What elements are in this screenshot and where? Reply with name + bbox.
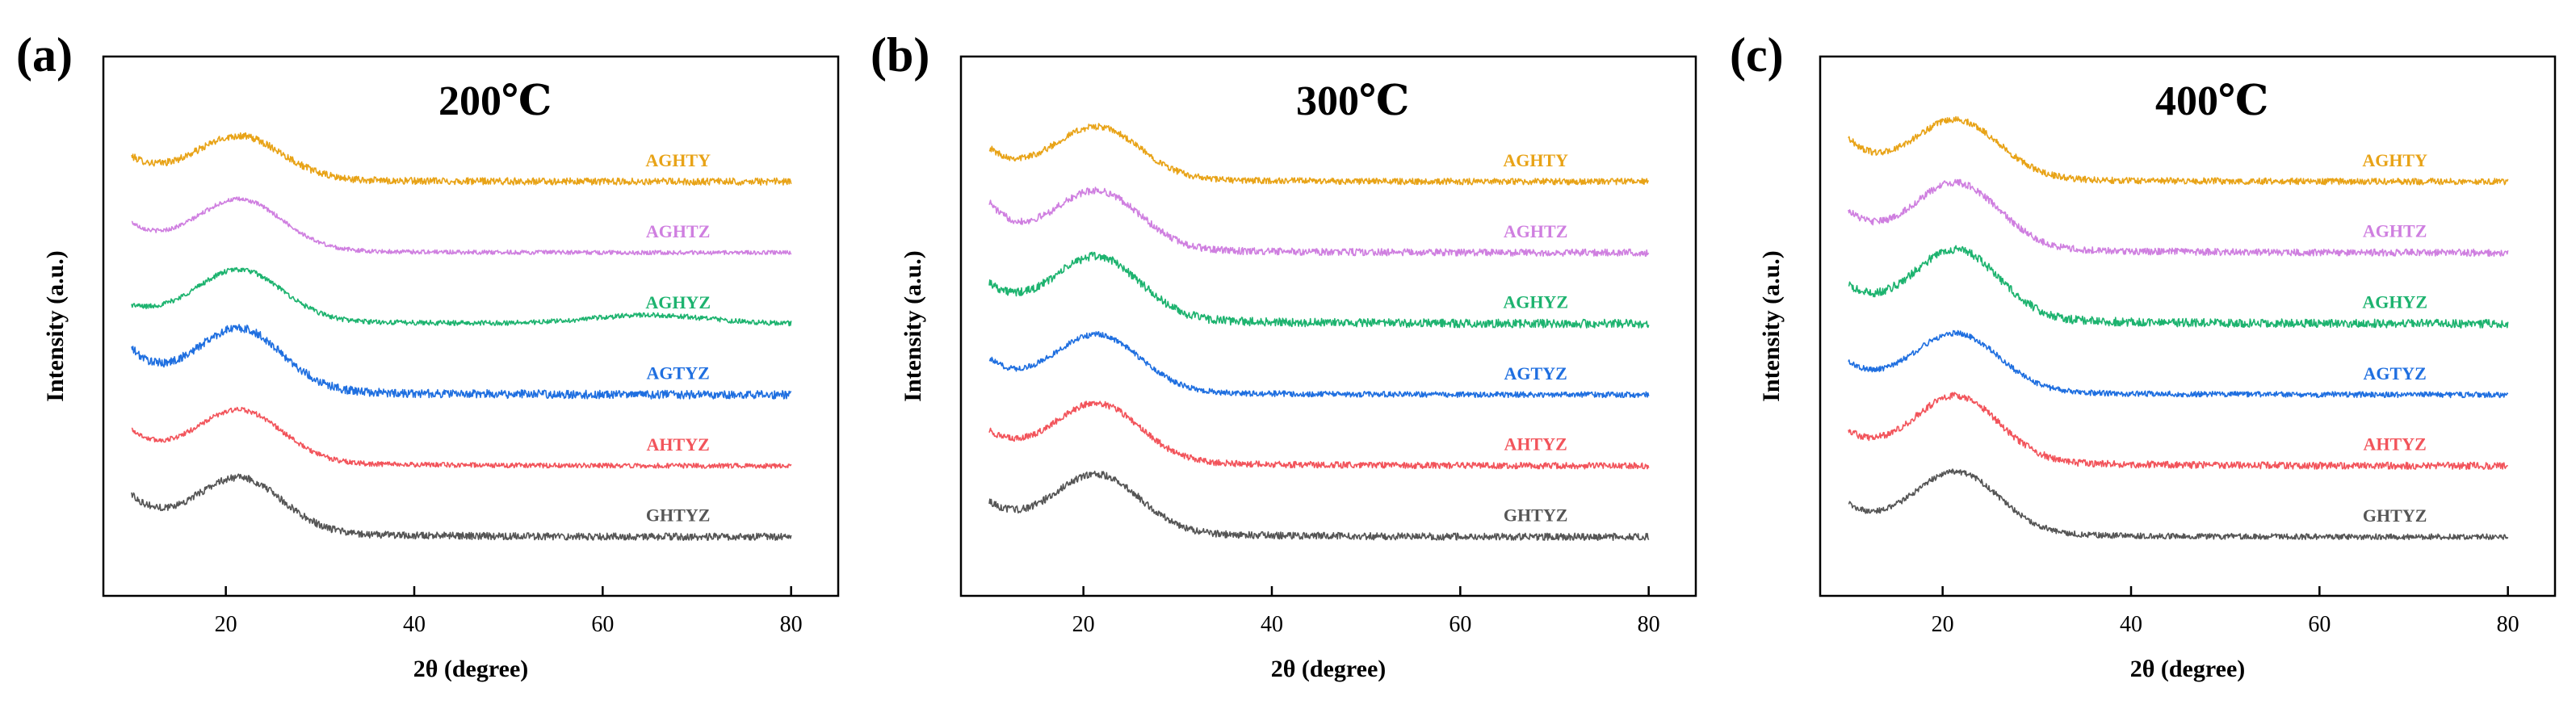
series-label-agtyz: AGTYZ <box>2364 363 2427 384</box>
series-label-aghty: AGHTY <box>2362 150 2427 170</box>
temperature-title: 400℃ <box>2155 78 2268 124</box>
series-label-aghty: AGHTY <box>645 150 711 170</box>
series-label-agtyz: AGTYZ <box>647 363 710 384</box>
x-tick-label: 80 <box>2497 612 2519 637</box>
xrd-trace-ghtyz <box>988 470 1650 541</box>
y-axis-label: Intensity (a.u.) <box>42 250 69 402</box>
xrd-trace-ahtyz <box>131 406 792 469</box>
series-label-aghtz: AGHTZ <box>646 221 710 241</box>
x-axis-label: 2θ (degree) <box>413 656 529 682</box>
x-tick-label: 80 <box>780 612 803 637</box>
series-label-ghtyz: GHTYZ <box>1504 505 1567 526</box>
plot-frame <box>102 55 840 597</box>
xrd-trace-aghyz <box>988 251 1650 329</box>
plot-frame <box>1819 55 2557 597</box>
x-tick-label: 20 <box>215 612 237 637</box>
panel-letter: (a) <box>16 28 73 82</box>
x-tick-label: 80 <box>1638 612 1660 637</box>
xrd-trace-aghty <box>988 123 1650 186</box>
series-label-aghtz: AGHTZ <box>1504 221 1567 241</box>
series-label-aghtz: AGHTZ <box>2363 221 2427 241</box>
x-axis-label: 2θ (degree) <box>2130 656 2246 682</box>
x-tick-label: 60 <box>591 612 614 637</box>
series-label-ahtyz: AHTYZ <box>2364 434 2427 455</box>
series-label-ghtyz: GHTYZ <box>646 505 710 526</box>
x-tick-label: 40 <box>1261 612 1283 637</box>
series-label-aghyz: AGHYZ <box>1503 292 1568 312</box>
y-axis-label: Intensity (a.u.) <box>900 250 926 402</box>
series-label-ghtyz: GHTYZ <box>2363 505 2427 526</box>
x-tick-label: 60 <box>2308 612 2331 637</box>
y-axis-label: Intensity (a.u.) <box>1758 250 1785 402</box>
chart-panel-1: (a) 200℃ Intensity (a.u.) 2θ (degree) 20 40 60… <box>16 28 840 682</box>
xrd-trace-aghyz <box>131 266 792 327</box>
x-tick-label: 40 <box>2120 612 2142 637</box>
xrd-trace-ahtyz <box>988 400 1650 470</box>
xrd-trace-ahtyz <box>1848 392 2508 470</box>
chart-panel-2: (b) 300℃ Intensity (a.u.) 2θ (degree) 20 40 60… <box>871 28 1697 682</box>
x-tick-label: 60 <box>1449 612 1471 637</box>
xrd-trace-aghtz <box>131 196 792 256</box>
temperature-title: 200℃ <box>438 78 552 124</box>
xrd-trace-ghtyz <box>1848 468 2509 541</box>
xrd-trace-aghtz <box>988 187 1650 258</box>
series-label-aghyz: AGHYZ <box>645 292 711 312</box>
xrd-trace-ghtyz <box>131 473 792 541</box>
xrd-trace-aghty <box>1848 115 2509 186</box>
series-label-ahtyz: AHTYZ <box>647 434 710 455</box>
panel-letter: (c) <box>1730 28 1784 82</box>
xrd-trace-aghty <box>131 132 792 187</box>
chart-panel-3: (c) 400℃ Intensity (a.u.) 2θ (degree) 20 40 60… <box>1730 28 2557 682</box>
temperature-title: 300℃ <box>1296 78 1409 124</box>
plot-frame <box>959 55 1697 597</box>
xrd-trace-agtyz <box>1848 329 2509 399</box>
x-tick-label: 20 <box>1932 612 1954 637</box>
xrd-trace-agtyz <box>988 331 1650 399</box>
series-label-agtyz: AGTYZ <box>1504 363 1567 384</box>
panel-letter: (b) <box>871 28 929 82</box>
x-tick-label: 20 <box>1072 612 1095 637</box>
xrd-trace-agtyz <box>131 324 792 400</box>
xrd-trace-aghtz <box>1848 178 2509 258</box>
series-label-aghty: AGHTY <box>1503 150 1568 170</box>
x-axis-label: 2θ (degree) <box>1271 656 1387 682</box>
x-tick-label: 40 <box>403 612 426 637</box>
series-label-ahtyz: AHTYZ <box>1504 434 1567 455</box>
xrd-trace-aghyz <box>1848 245 2509 329</box>
series-label-aghyz: AGHYZ <box>2362 292 2427 312</box>
